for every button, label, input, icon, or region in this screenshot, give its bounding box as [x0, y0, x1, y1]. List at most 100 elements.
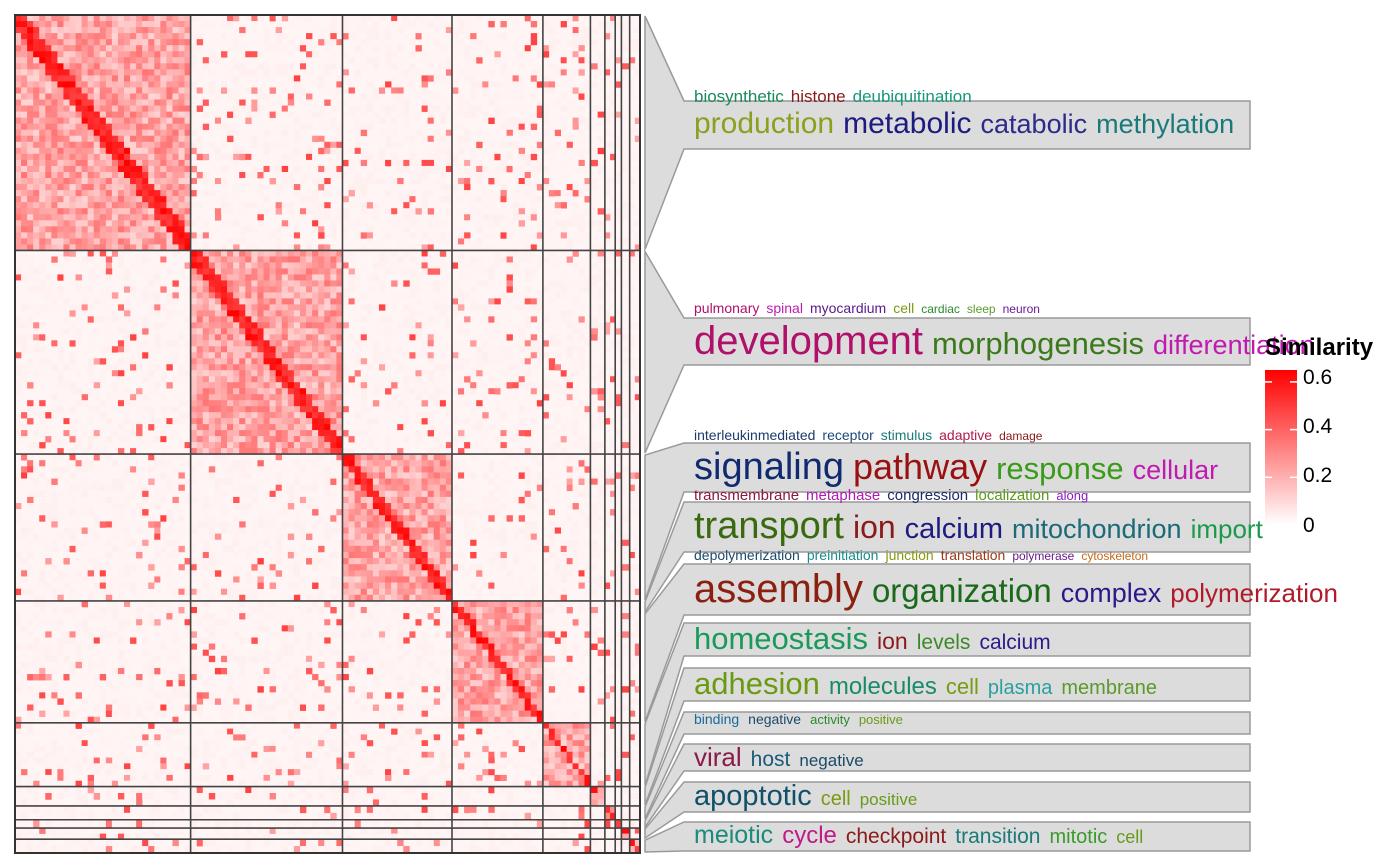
heatmap-cell	[69, 340, 76, 347]
heatmap-cell	[166, 268, 173, 275]
heatmap-cell	[312, 268, 319, 275]
heatmap-cell	[336, 280, 343, 287]
heatmap-cell	[160, 238, 167, 245]
heatmap-cell	[63, 304, 70, 311]
heatmap-cell	[433, 117, 441, 124]
heatmap-cell	[451, 141, 459, 149]
heatmap-cell	[269, 250, 276, 257]
heatmap-cell	[281, 178, 289, 185]
heatmap-cell	[142, 190, 149, 197]
heatmap-cell	[572, 208, 579, 215]
heatmap-cell	[111, 45, 119, 52]
heatmap-cell	[324, 406, 331, 413]
heatmap-cell	[403, 123, 410, 131]
heatmap-cell	[610, 184, 616, 191]
heatmap-cell	[348, 334, 355, 341]
heatmap-cell	[482, 304, 489, 311]
heatmap-cell	[354, 171, 362, 179]
heatmap-cell	[275, 232, 283, 239]
heatmap-cell	[239, 250, 246, 257]
heatmap-cell	[336, 292, 343, 299]
heatmap-cell	[275, 244, 283, 251]
heatmap-cell	[578, 226, 585, 233]
heatmap-cell	[391, 63, 398, 70]
heatmap-cell	[275, 268, 283, 275]
heatmap-cell	[81, 256, 88, 263]
heatmap-cell	[578, 153, 585, 161]
heatmap-cell	[281, 442, 289, 449]
heatmap-cell	[299, 87, 307, 94]
heatmap-cell	[154, 424, 161, 431]
heatmap-cell	[360, 63, 368, 70]
heatmap-cell	[154, 232, 161, 239]
heatmap-cell	[439, 292, 447, 299]
heatmap-cell	[172, 69, 179, 76]
heatmap-cell	[518, 39, 526, 46]
heatmap-cell	[27, 196, 34, 203]
heatmap-cell	[233, 334, 240, 341]
heatmap-cell	[524, 123, 532, 131]
heatmap-cell	[239, 394, 246, 401]
heatmap-cell	[202, 418, 210, 425]
heatmap-cell	[75, 99, 82, 106]
heatmap-cell	[542, 430, 550, 437]
heatmap-cell	[184, 184, 191, 191]
heatmap-cell	[342, 382, 349, 389]
heatmap-cell	[233, 280, 240, 287]
heatmap-cell	[578, 238, 585, 245]
heatmap-cell	[27, 220, 34, 227]
heatmap-cell	[124, 226, 131, 233]
heatmap-cell	[366, 424, 374, 431]
heatmap-cell	[233, 400, 240, 407]
heatmap-cell	[342, 27, 349, 34]
heatmap-cell	[69, 93, 76, 100]
heatmap-cell	[385, 316, 392, 323]
heatmap-cell	[584, 165, 591, 173]
heatmap-cell	[530, 352, 538, 359]
heatmap-cell	[330, 147, 337, 155]
heatmap-cell	[93, 63, 101, 70]
heatmap-cell	[445, 159, 453, 167]
heatmap-cell	[506, 304, 513, 311]
heatmap-cell	[148, 418, 155, 425]
heatmap-block	[590, 250, 606, 455]
heatmap-cell	[445, 171, 453, 179]
heatmap-cell	[476, 159, 483, 167]
heatmap-cell	[590, 45, 598, 52]
heatmap-cell	[202, 111, 210, 118]
heatmap-cell	[518, 202, 526, 209]
heatmap-cell	[566, 244, 573, 251]
heatmap-cell	[427, 424, 435, 431]
heatmap-cell	[245, 268, 252, 275]
heatmap-cell	[354, 45, 362, 52]
heatmap-cell	[154, 334, 161, 341]
heatmap-cell	[372, 21, 380, 28]
heatmap-cell	[208, 418, 216, 425]
heatmap-cell	[324, 208, 331, 215]
heatmap-cell	[178, 232, 185, 239]
heatmap-cell	[263, 442, 270, 449]
heatmap-cell	[281, 430, 289, 437]
heatmap-cell	[494, 316, 501, 323]
heatmap-cell	[75, 232, 82, 239]
heatmap-cell	[166, 400, 173, 407]
heatmap-cell	[51, 280, 58, 287]
heatmap-cell	[409, 202, 416, 209]
heatmap-cell	[214, 442, 222, 449]
heatmap-cell	[336, 87, 343, 94]
heatmap-cell	[312, 304, 319, 311]
heatmap-cell	[227, 165, 234, 173]
heatmap-cell	[263, 262, 270, 269]
heatmap-cell	[245, 250, 252, 257]
heatmap-cell	[105, 21, 113, 28]
heatmap-cell	[81, 135, 88, 143]
heatmap-cell	[184, 274, 191, 281]
heatmap-cell	[178, 81, 185, 88]
heatmap-cell	[220, 268, 228, 275]
heatmap-cell	[257, 304, 264, 311]
heatmap-cell	[354, 352, 362, 359]
heatmap-cell	[451, 364, 459, 371]
heatmap-cell	[154, 171, 161, 179]
heatmap-cell	[142, 256, 149, 263]
heatmap-cell	[111, 15, 119, 22]
